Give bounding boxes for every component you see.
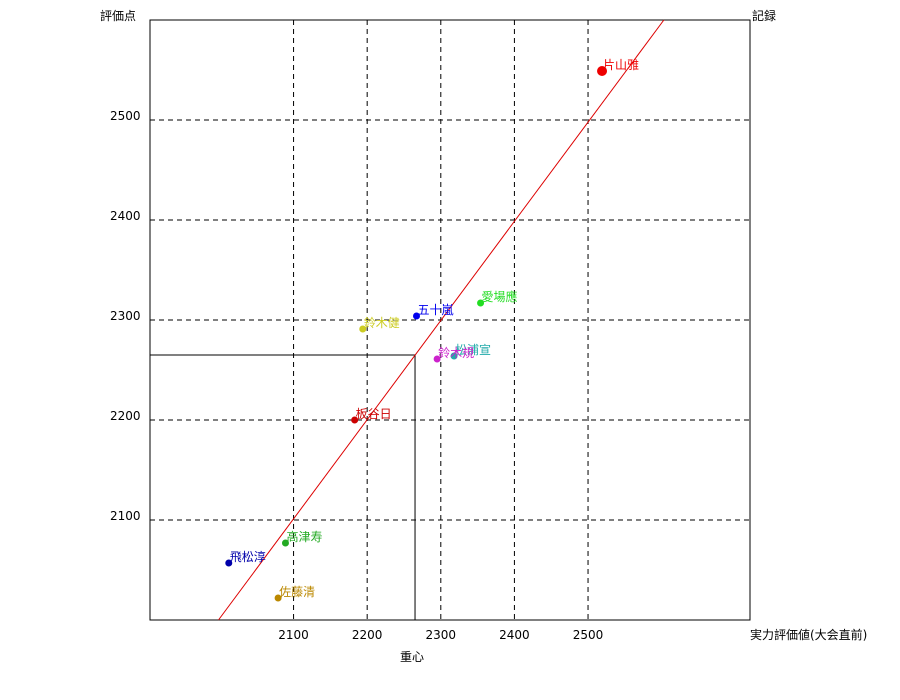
centroid-lines bbox=[150, 354, 416, 620]
data-point-label: 松浦宣 bbox=[455, 342, 491, 357]
data-point bbox=[450, 352, 458, 360]
data-point bbox=[433, 355, 441, 363]
x-tick-label: 2100 bbox=[278, 628, 309, 642]
data-point bbox=[413, 312, 421, 320]
x-tick-label: 2200 bbox=[352, 628, 383, 642]
fit-line bbox=[218, 19, 665, 621]
data-point bbox=[477, 299, 485, 307]
data-point bbox=[274, 594, 282, 602]
data-point-label: 片山雅 bbox=[603, 57, 639, 72]
y-tick-label: 2200 bbox=[110, 409, 141, 423]
y-tick-label: 2100 bbox=[110, 509, 141, 523]
y2-axis-label: 記録 bbox=[752, 8, 776, 23]
data-point-label: 板谷日 bbox=[356, 407, 392, 421]
fit-line-group bbox=[218, 19, 665, 621]
x-axis-label: 実力評価値(大会直前) bbox=[750, 627, 867, 642]
data-point-label: 鈴木規 bbox=[438, 345, 474, 360]
data-point bbox=[359, 325, 367, 333]
x-tick-label: 2300 bbox=[426, 628, 457, 642]
centroid-box bbox=[150, 354, 416, 620]
data-point-label: 鈴木健 bbox=[364, 315, 400, 330]
x-tick-label: 2500 bbox=[573, 628, 604, 642]
grid-lines bbox=[150, 20, 750, 620]
data-point bbox=[225, 559, 233, 567]
data-point bbox=[281, 539, 289, 547]
data-point-label: 五十嵐 bbox=[418, 303, 454, 317]
data-point-label: 愛場應 bbox=[482, 289, 518, 304]
y-tick-label: 2300 bbox=[110, 309, 141, 323]
y-tick-labels: 2100 2200 2300 2400 2500 bbox=[110, 109, 141, 523]
y-axis-label: 評価点 bbox=[100, 8, 136, 23]
centroid-label: 重心 bbox=[400, 650, 424, 664]
data-point bbox=[351, 416, 359, 424]
data-point-label: 高津寿 bbox=[286, 529, 322, 544]
x-tick-label: 2400 bbox=[499, 628, 530, 642]
y-tick-label: 2500 bbox=[110, 109, 141, 123]
data-point bbox=[597, 66, 608, 76]
x-tick-labels: 2100 2200 2300 2400 2500 bbox=[278, 628, 603, 642]
y-tick-label: 2400 bbox=[110, 209, 141, 223]
data-point-label: 佐藤清 bbox=[279, 585, 315, 599]
data-point-label: 飛松淳 bbox=[230, 549, 266, 564]
